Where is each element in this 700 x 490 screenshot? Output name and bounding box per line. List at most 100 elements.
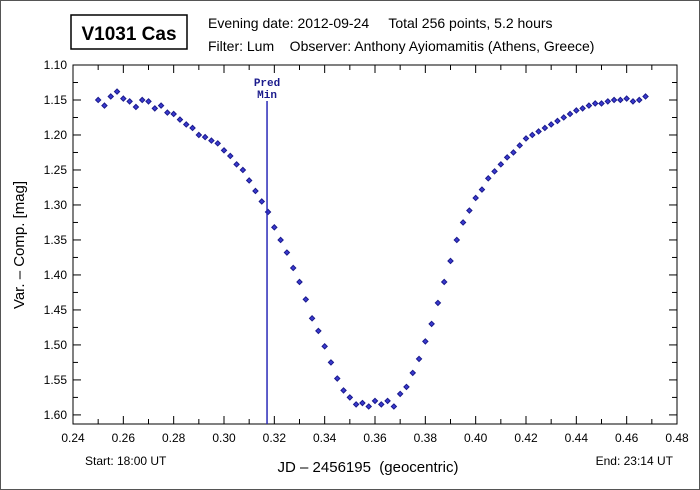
data-point: [604, 98, 612, 105]
data-point: [333, 375, 341, 382]
end-label: End: 23:14 UT: [596, 454, 674, 468]
info-line-1: Evening date: 2012-09-24 Total 256 point…: [208, 15, 553, 31]
data-point: [591, 100, 599, 107]
data-point: [302, 296, 310, 303]
y-tick-label: 1.10: [44, 58, 68, 72]
x-tick-label: 0.32: [263, 431, 287, 445]
data-point: [629, 98, 637, 105]
data-point: [346, 394, 354, 401]
x-tick-label: 0.30: [212, 431, 236, 445]
y-axis-label: Var. – Comp. [mag]: [11, 181, 28, 309]
data-point: [510, 149, 517, 156]
x-tick-label: 0.26: [112, 431, 136, 445]
data-point: [359, 399, 366, 407]
data-point: [151, 105, 159, 112]
y-tick-label: 1.45: [44, 303, 68, 317]
data-point: [258, 198, 266, 205]
data-point: [491, 168, 498, 175]
y-tick-label: 1.15: [44, 93, 68, 107]
data-point: [245, 177, 253, 184]
y-tick-label: 1.60: [44, 408, 68, 422]
data-point: [396, 390, 404, 398]
y-tick-label: 1.50: [44, 338, 68, 352]
data-point: [522, 135, 530, 142]
x-tick-label: 0.44: [565, 431, 589, 445]
title-box: [70, 14, 188, 50]
x-tick-label: 0.48: [665, 431, 689, 445]
pred-min-label-1: Pred: [254, 78, 280, 90]
data-point: [283, 249, 291, 256]
data-point: [516, 142, 524, 149]
data-points: [94, 88, 649, 410]
data-point: [113, 88, 121, 95]
x-tick-label: 0.40: [464, 431, 488, 445]
data-point: [157, 102, 165, 109]
data-point: [585, 102, 593, 109]
data-point: [220, 147, 228, 154]
data-point: [352, 401, 360, 408]
data-point: [132, 103, 140, 111]
data-point: [503, 154, 511, 161]
data-point: [176, 116, 184, 123]
data-point: [226, 152, 234, 160]
x-tick-label: 0.46: [615, 431, 639, 445]
data-point: [182, 121, 190, 128]
plot-area: [72, 64, 678, 425]
data-point: [208, 137, 215, 144]
data-point: [554, 117, 561, 125]
data-point: [447, 257, 454, 265]
data-point: [422, 338, 429, 345]
data-point: [415, 355, 423, 363]
data-point: [428, 320, 435, 328]
pred-min-label-2: Min: [257, 90, 277, 102]
x-tick-label: 0.36: [363, 431, 387, 445]
data-point: [478, 186, 486, 193]
start-label: Start: 18:00 UT: [85, 454, 167, 468]
data-point: [195, 131, 203, 139]
info-line-2: Filter: Lum Observer: Anthony Ayiomamiti…: [208, 38, 594, 54]
y-tick-label: 1.55: [44, 373, 68, 387]
data-point: [541, 124, 549, 132]
y-tick-label: 1.20: [44, 128, 68, 142]
data-point: [617, 96, 624, 104]
data-point: [497, 161, 505, 168]
data-point: [189, 124, 196, 132]
data-point: [566, 110, 574, 118]
data-point: [145, 98, 152, 105]
data-point: [271, 224, 278, 231]
axis-ticks: 0.24 0.26 0.28 0.30 0.32 0.34 0.36 0.38 0.40 0.42…: [44, 58, 689, 445]
data-point: [635, 96, 643, 104]
data-point: [252, 187, 259, 195]
data-point: [214, 140, 222, 147]
data-point: [440, 278, 448, 286]
x-tick-label: 0.38: [414, 431, 438, 445]
data-point: [390, 403, 398, 410]
data-point: [528, 131, 536, 139]
data-point: [94, 96, 102, 104]
data-point: [233, 161, 240, 168]
data-point: [459, 219, 467, 226]
data-point: [610, 96, 618, 104]
data-point: [107, 93, 115, 100]
data-point: [170, 110, 177, 118]
data-point: [453, 236, 461, 244]
x-tick-label: 0.34: [313, 431, 337, 445]
data-point: [642, 93, 649, 100]
data-point: [466, 207, 473, 214]
y-tick-label: 1.30: [44, 198, 68, 212]
x-tick-label: 0.42: [514, 431, 538, 445]
y-tick-label: 1.35: [44, 233, 68, 247]
data-point: [573, 107, 580, 114]
data-point: [101, 102, 108, 109]
data-point: [201, 133, 209, 141]
data-point: [484, 175, 492, 182]
y-tick-label: 1.25: [44, 163, 68, 177]
data-point: [623, 95, 630, 102]
data-point: [138, 96, 146, 104]
data-point: [239, 166, 247, 174]
data-point: [409, 369, 417, 377]
data-point: [377, 401, 385, 408]
data-point: [547, 121, 555, 128]
data-point: [579, 105, 586, 112]
